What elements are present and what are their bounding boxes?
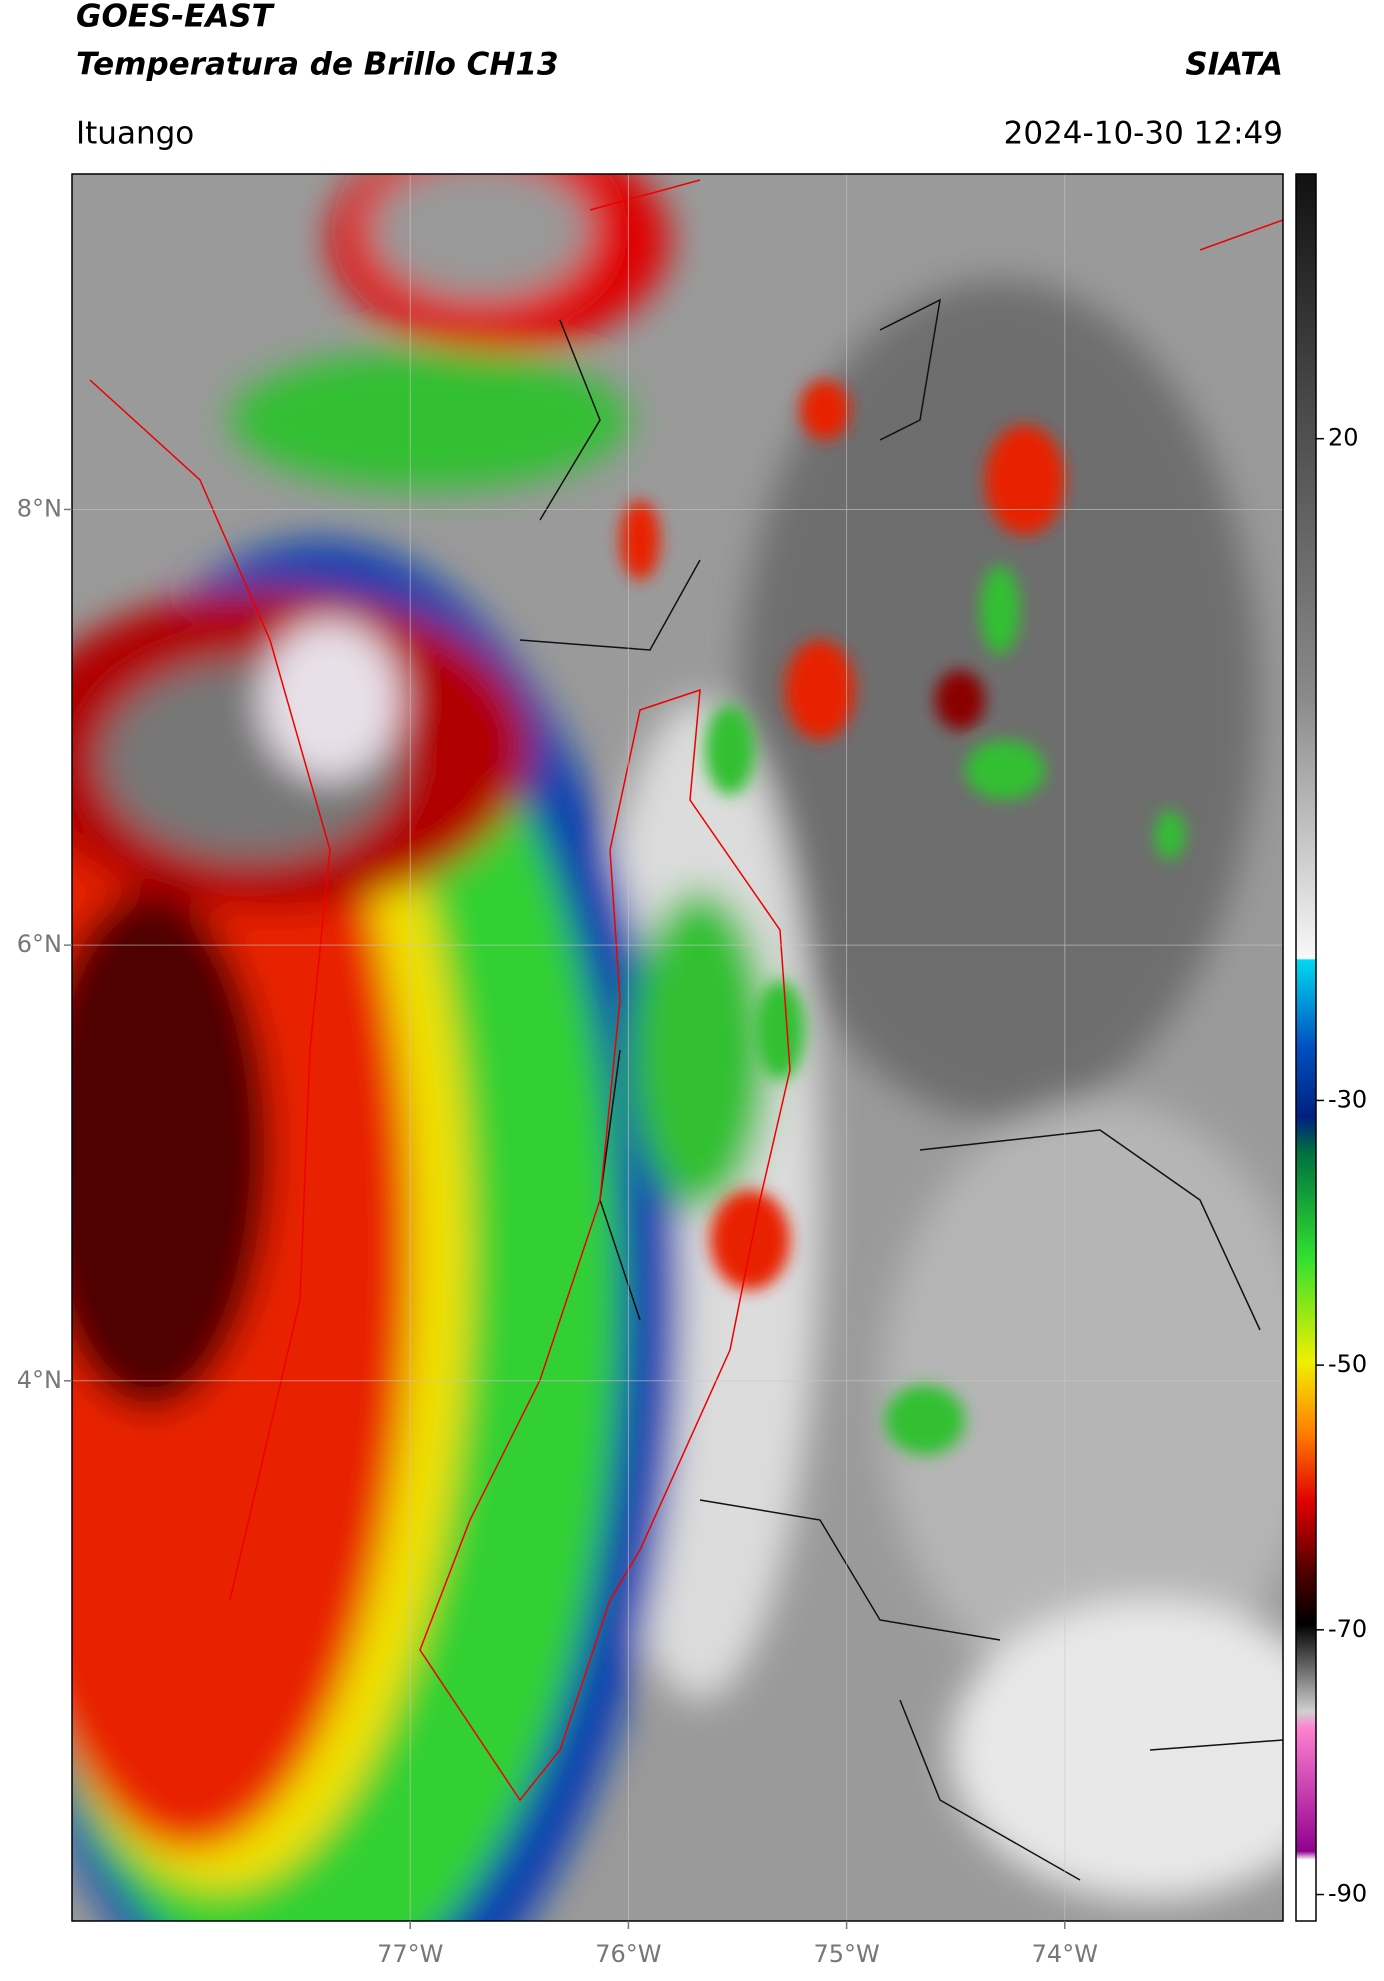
colorbar <box>1295 173 1317 1922</box>
satellite-image <box>72 174 1283 1921</box>
x-tick-label: 74°W <box>1032 1940 1098 1968</box>
y-tick-label: 6°N <box>17 930 62 958</box>
place: Ituango <box>76 116 194 152</box>
date: 2024-10-30 12:49 <box>1004 116 1283 152</box>
x-tick-label: 76°W <box>595 1940 661 1968</box>
title: GOES-EAST <box>76 0 276 35</box>
source: SIATA <box>1185 47 1283 83</box>
y-tick-label: 4°N <box>17 1366 62 1394</box>
colorbar-tick-label: -90 <box>1328 1880 1367 1908</box>
colorbar-tick-label: -70 <box>1328 1615 1367 1643</box>
subtitle: Temperatura de Brillo CH13 <box>76 47 559 83</box>
colorbar-tick-label: -50 <box>1328 1350 1367 1378</box>
map-frame <box>71 173 1284 1922</box>
graticule <box>72 174 1283 1921</box>
colorbar-tick-label: -30 <box>1328 1085 1367 1113</box>
y-tick-label: 8°N <box>17 494 62 522</box>
x-tick-label: 75°W <box>813 1940 879 1968</box>
x-tick-label: 77°W <box>377 1940 443 1968</box>
colorbar-tick-label: 20 <box>1328 424 1359 452</box>
